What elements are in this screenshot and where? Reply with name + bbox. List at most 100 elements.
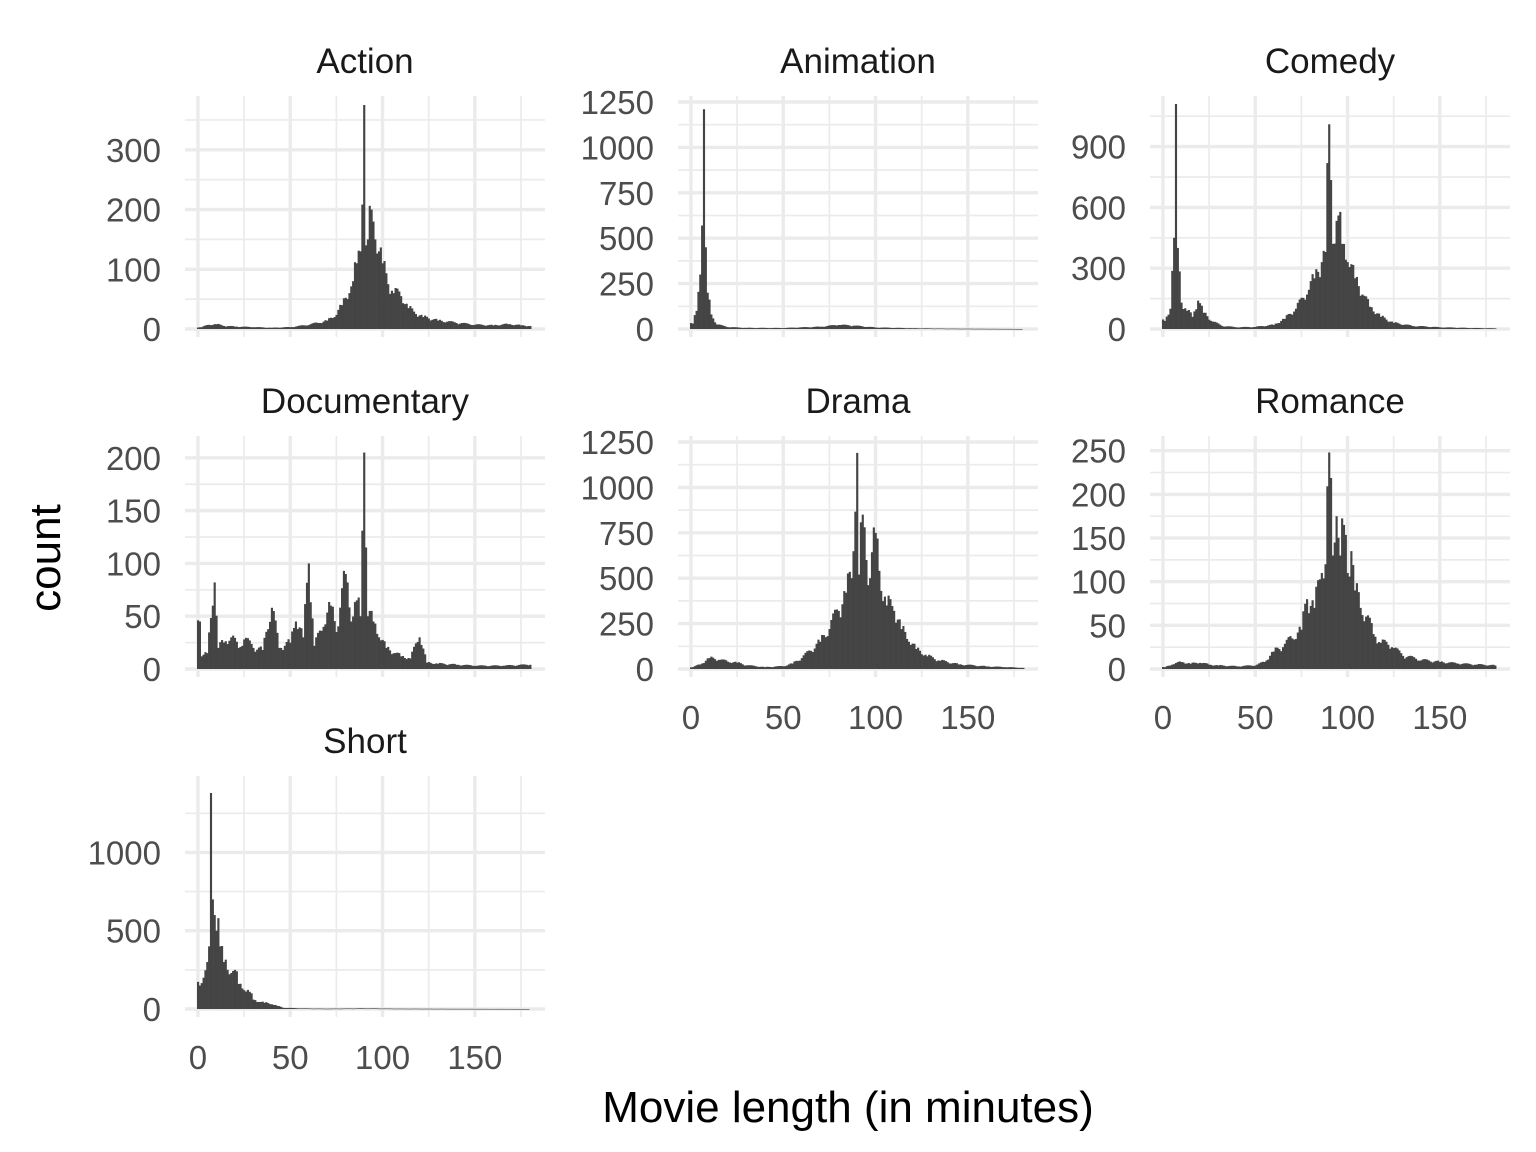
histogram-bar <box>1234 665 1237 669</box>
histogram-bar <box>848 325 851 329</box>
histogram-bar <box>1437 327 1440 329</box>
histogram-bar <box>259 327 262 329</box>
histogram-bar <box>1309 281 1312 329</box>
histogram-bar <box>1276 647 1279 669</box>
histogram-bar <box>747 665 750 669</box>
histogram-bar <box>878 570 881 669</box>
histogram-bar <box>819 641 822 669</box>
histogram-bar <box>911 328 914 329</box>
histogram-bar <box>946 328 949 330</box>
histogram-bar <box>270 1004 273 1009</box>
histogram-bar <box>1274 647 1277 669</box>
histogram-bar <box>1252 327 1255 329</box>
histogram-bar <box>974 665 977 669</box>
histogram-bar <box>348 293 351 329</box>
histogram-bar <box>1018 328 1021 330</box>
histogram-bar <box>882 601 885 669</box>
histogram-bar <box>845 592 848 669</box>
histogram-bar <box>1337 537 1340 669</box>
histogram-bar <box>978 666 981 669</box>
histogram-bar <box>202 977 205 1009</box>
histogram-bar <box>1186 663 1189 669</box>
histogram-bar <box>837 325 840 329</box>
histogram-bar <box>1490 664 1493 669</box>
histogram-bar <box>725 660 728 669</box>
histogram-bar <box>206 962 209 1009</box>
histogram-bar <box>1379 316 1382 329</box>
histogram-bar <box>359 616 362 669</box>
histogram-bar <box>466 323 469 329</box>
histogram-bar <box>896 619 899 669</box>
histogram-bar <box>850 326 853 329</box>
histogram-bar <box>1204 663 1207 669</box>
histogram-bar <box>512 665 515 669</box>
histogram-bar <box>955 328 958 330</box>
histogram-bar <box>821 326 824 329</box>
histogram-bar <box>1256 326 1259 329</box>
histogram-bar <box>322 626 325 669</box>
histogram-bar <box>998 328 1001 330</box>
histogram-bar <box>509 324 512 329</box>
histogram-bar <box>473 1008 477 1010</box>
histogram-bar <box>1475 327 1478 329</box>
histogram-bar <box>414 314 417 329</box>
histogram-bar <box>1239 327 1242 329</box>
histogram-bar <box>267 629 270 669</box>
histogram-bar <box>1243 665 1246 669</box>
histogram-bar <box>856 452 859 669</box>
histogram-bar <box>1407 324 1410 329</box>
histogram-bar <box>1243 326 1246 329</box>
histogram-bar <box>787 327 790 329</box>
histogram-bar <box>243 990 246 1009</box>
histogram-bar <box>1381 315 1384 329</box>
histogram-bar <box>302 325 305 329</box>
histogram-bar <box>944 328 947 330</box>
histogram-bar <box>1197 663 1200 669</box>
histogram-bar <box>832 325 835 329</box>
histogram-bar <box>392 1008 395 1010</box>
histogram-bar <box>285 1007 288 1009</box>
histogram-bar <box>348 607 351 669</box>
histogram-bar <box>281 650 285 669</box>
histogram-bar <box>298 325 301 329</box>
histogram-bar <box>1370 307 1373 329</box>
histogram-bar <box>435 318 438 329</box>
histogram-bar <box>486 1008 489 1010</box>
histogram-bar <box>309 1008 312 1010</box>
histogram-bar <box>479 665 482 669</box>
histogram-bar <box>1341 243 1344 329</box>
histogram-bar <box>1232 326 1235 329</box>
histogram-bar <box>723 659 726 669</box>
histogram-bar <box>1372 634 1375 669</box>
histogram-bar <box>1289 636 1292 669</box>
histogram-bar <box>287 639 290 669</box>
y-tick-label: 0 <box>143 311 161 348</box>
histogram-bars <box>197 452 532 669</box>
histogram-bar <box>259 1002 262 1009</box>
histogram-bar <box>1246 665 1250 669</box>
histogram-bar <box>811 327 814 329</box>
histogram-bar <box>355 263 358 329</box>
histogram-bar <box>204 652 207 669</box>
histogram-bar <box>1446 327 1449 329</box>
histogram-bar <box>418 315 421 329</box>
histogram-bar <box>392 293 395 329</box>
histogram-bar <box>269 327 272 329</box>
histogram-bar <box>834 609 837 669</box>
histogram-bar <box>462 1008 465 1010</box>
histogram-bar <box>442 322 445 329</box>
histogram-bar <box>942 328 946 330</box>
histogram-bar <box>1486 328 1490 329</box>
histogram-bar <box>501 1008 504 1010</box>
histogram-bar <box>795 660 798 669</box>
histogram-bar <box>335 632 338 669</box>
histogram-bar <box>438 1008 441 1010</box>
histogram-bar <box>1326 163 1329 329</box>
histogram-bar <box>309 602 312 669</box>
histogram-bar <box>1342 524 1346 669</box>
histogram-bar <box>738 327 741 329</box>
histogram-bar <box>1298 626 1301 669</box>
histogram-bar <box>743 665 746 669</box>
histogram-bar <box>1221 665 1224 669</box>
histogram-bar <box>996 666 999 669</box>
